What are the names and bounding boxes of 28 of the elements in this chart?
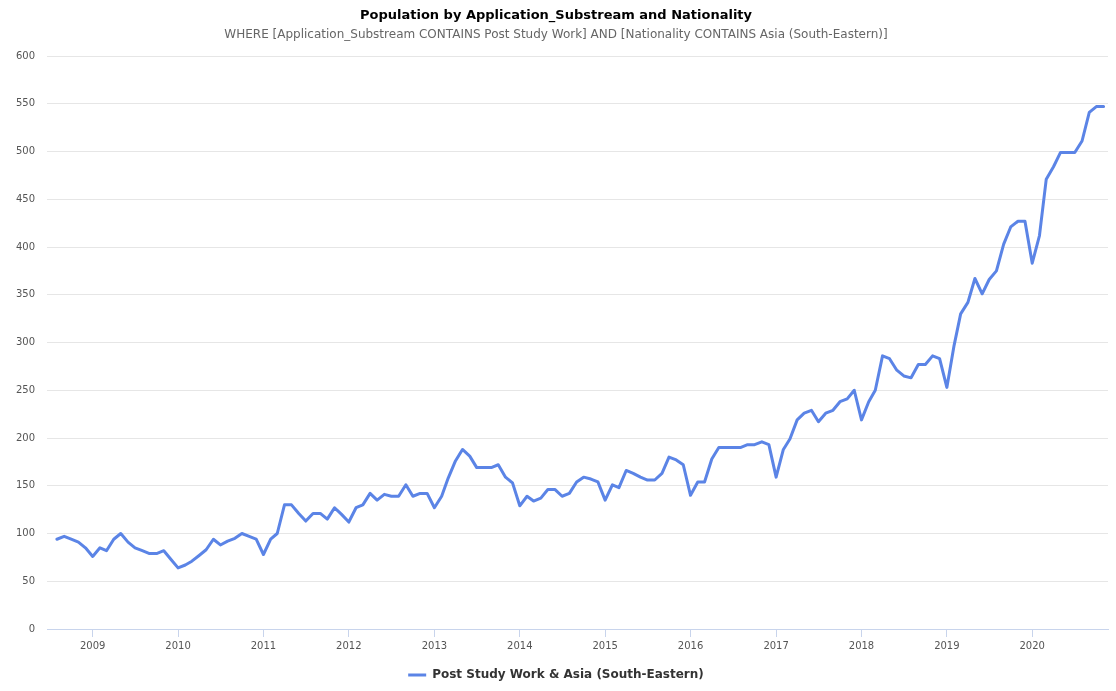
x-tick-label: 2013 [421, 639, 448, 651]
legend-label: Post Study Work & Asia (South-Eastern) [432, 667, 704, 682]
x-tick-label: 2012 [336, 639, 362, 651]
x-tick-label: 2020 [1019, 639, 1045, 651]
chart-title: Population by Application_Substream and Nationality [359, 7, 753, 24]
y-tick-label: 400 [15, 240, 36, 252]
x-tick-label: 2016 [677, 639, 704, 651]
y-tick-label: 200 [15, 431, 36, 443]
x-tick-label: 2014 [507, 639, 533, 651]
y-tick-label: 0 [28, 622, 36, 634]
y-tick-label: 500 [15, 145, 36, 157]
y-tick-label: 450 [15, 192, 36, 204]
chart-subtitle: WHERE [Application_Substream CONTAINS Post Study Work] AND [Nationality CONTAINS Asia (South-Eastern)] [224, 26, 888, 41]
x-tick-label: 2015 [592, 639, 618, 651]
y-tick-label: 600 [15, 49, 36, 61]
y-tick-label: 550 [15, 97, 36, 109]
y-tick-label: 250 [15, 383, 36, 395]
y-tick-label: 300 [15, 336, 36, 348]
x-tick-label: 2018 [848, 639, 875, 651]
y-tick-label: 150 [15, 479, 36, 491]
x-tick-label: 2011 [250, 639, 277, 651]
y-tick-label: 350 [15, 288, 36, 300]
y-tick-label: 50 [22, 574, 36, 586]
x-tick-label: 2009 [79, 639, 106, 651]
y-tick-label: 100 [15, 527, 36, 539]
x-tick-label: 2017 [763, 639, 789, 651]
x-tick-label: 2010 [165, 639, 191, 651]
x-tick-label: 2019 [934, 639, 960, 651]
